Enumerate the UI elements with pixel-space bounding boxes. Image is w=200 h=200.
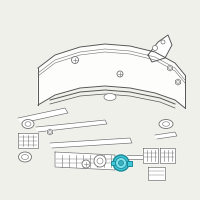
Circle shape: [177, 81, 179, 83]
Circle shape: [72, 56, 78, 64]
Polygon shape: [148, 167, 165, 180]
Circle shape: [153, 46, 158, 50]
Circle shape: [82, 160, 90, 168]
Polygon shape: [38, 44, 185, 108]
Polygon shape: [50, 138, 132, 148]
Polygon shape: [175, 79, 181, 85]
Polygon shape: [155, 132, 177, 139]
Polygon shape: [36, 120, 107, 132]
Circle shape: [117, 71, 123, 77]
Circle shape: [113, 155, 129, 171]
Circle shape: [97, 158, 103, 164]
Polygon shape: [55, 152, 115, 170]
Circle shape: [94, 155, 106, 167]
Polygon shape: [18, 108, 68, 123]
Circle shape: [169, 67, 171, 69]
Polygon shape: [148, 35, 172, 62]
Ellipse shape: [22, 119, 34, 129]
Ellipse shape: [104, 94, 116, 100]
Polygon shape: [167, 65, 173, 71]
Ellipse shape: [18, 152, 32, 162]
Ellipse shape: [159, 119, 173, 129]
Circle shape: [116, 158, 127, 168]
Ellipse shape: [162, 122, 170, 126]
Circle shape: [118, 160, 124, 166]
Polygon shape: [127, 155, 143, 159]
Polygon shape: [160, 148, 175, 163]
Bar: [127, 160, 132, 166]
Ellipse shape: [22, 154, 29, 160]
Ellipse shape: [25, 122, 31, 126]
Bar: [110, 161, 114, 165]
Circle shape: [49, 131, 51, 133]
Polygon shape: [18, 133, 38, 148]
Polygon shape: [143, 148, 158, 163]
Circle shape: [161, 40, 165, 44]
Polygon shape: [47, 129, 53, 135]
